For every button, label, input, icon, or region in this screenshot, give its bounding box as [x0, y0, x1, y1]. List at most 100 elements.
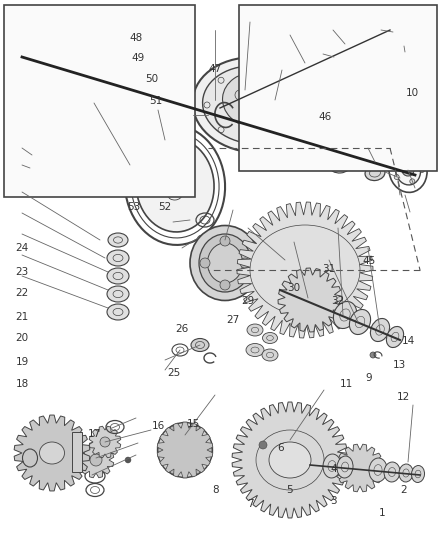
Ellipse shape [247, 324, 262, 336]
Circle shape [43, 71, 49, 77]
Ellipse shape [99, 64, 110, 76]
Polygon shape [336, 444, 383, 492]
Circle shape [191, 426, 201, 436]
Circle shape [158, 445, 168, 455]
Circle shape [69, 59, 75, 65]
Bar [198, 238, 205, 276]
Circle shape [125, 457, 131, 463]
Circle shape [240, 258, 249, 268]
Ellipse shape [261, 349, 277, 361]
Text: 18: 18 [15, 379, 28, 389]
Ellipse shape [222, 72, 287, 127]
Polygon shape [89, 426, 120, 458]
Circle shape [48, 55, 62, 69]
Ellipse shape [136, 138, 214, 232]
Bar [239, 5, 436, 171]
Circle shape [191, 464, 201, 474]
Polygon shape [14, 415, 90, 491]
Text: 19: 19 [15, 358, 28, 367]
Ellipse shape [190, 225, 259, 301]
Polygon shape [277, 268, 341, 332]
Circle shape [100, 437, 110, 447]
Circle shape [35, 59, 41, 65]
Ellipse shape [198, 234, 251, 292]
Text: 5: 5 [286, 486, 293, 495]
Text: 22: 22 [15, 288, 28, 298]
Text: 48: 48 [129, 34, 142, 43]
Circle shape [369, 352, 375, 358]
Circle shape [60, 71, 66, 77]
Circle shape [197, 235, 207, 245]
Text: 8: 8 [211, 486, 218, 495]
Ellipse shape [157, 423, 212, 478]
Ellipse shape [311, 45, 333, 63]
Ellipse shape [192, 58, 317, 152]
Circle shape [219, 236, 230, 246]
Text: 46: 46 [318, 112, 331, 122]
Circle shape [169, 464, 179, 474]
Circle shape [393, 160, 398, 166]
Text: 14: 14 [401, 336, 414, 346]
Ellipse shape [370, 319, 389, 342]
Ellipse shape [107, 250, 129, 266]
Circle shape [27, 148, 37, 158]
Circle shape [26, 164, 34, 172]
Text: 1: 1 [378, 508, 385, 518]
Circle shape [258, 441, 266, 449]
Text: 9: 9 [364, 374, 371, 383]
Ellipse shape [395, 155, 420, 185]
Ellipse shape [385, 327, 403, 348]
Ellipse shape [268, 442, 310, 478]
Text: 17: 17 [88, 430, 101, 439]
Ellipse shape [245, 343, 263, 357]
Text: 3: 3 [329, 496, 336, 506]
Ellipse shape [39, 442, 64, 464]
Ellipse shape [108, 233, 128, 247]
Ellipse shape [410, 465, 424, 482]
Text: 31: 31 [322, 264, 335, 274]
Text: 53: 53 [127, 202, 140, 212]
Ellipse shape [383, 462, 399, 482]
Circle shape [200, 258, 209, 268]
Polygon shape [237, 202, 372, 338]
Ellipse shape [336, 456, 352, 478]
Ellipse shape [191, 338, 208, 351]
Text: 30: 30 [287, 283, 300, 293]
Circle shape [419, 167, 424, 173]
Circle shape [169, 426, 179, 436]
Text: 11: 11 [339, 379, 353, 389]
Circle shape [90, 454, 102, 466]
Text: 20: 20 [15, 334, 28, 343]
Circle shape [43, 47, 49, 53]
Ellipse shape [107, 286, 129, 302]
Ellipse shape [207, 243, 242, 283]
Ellipse shape [262, 333, 277, 343]
Text: 13: 13 [392, 360, 405, 370]
Ellipse shape [107, 304, 129, 320]
Text: 52: 52 [158, 202, 171, 212]
Text: 51: 51 [149, 96, 162, 106]
Ellipse shape [333, 33, 361, 55]
Text: 15: 15 [186, 419, 199, 429]
Text: 4: 4 [329, 464, 336, 474]
Text: 23: 23 [15, 267, 28, 277]
Text: 27: 27 [226, 315, 239, 325]
Ellipse shape [368, 458, 386, 482]
Bar [349, 152, 357, 157]
Ellipse shape [284, 63, 300, 77]
Text: 16: 16 [151, 422, 164, 431]
Circle shape [409, 179, 414, 184]
Polygon shape [78, 442, 113, 478]
Circle shape [393, 174, 398, 180]
Text: 25: 25 [166, 368, 180, 378]
Ellipse shape [332, 302, 356, 328]
Circle shape [409, 156, 414, 161]
Text: 26: 26 [175, 325, 188, 334]
Circle shape [219, 280, 230, 290]
Circle shape [247, 100, 262, 116]
Text: 45: 45 [361, 256, 374, 266]
Text: 24: 24 [15, 243, 28, 253]
Ellipse shape [328, 157, 350, 173]
Ellipse shape [377, 25, 395, 39]
Circle shape [60, 47, 66, 53]
